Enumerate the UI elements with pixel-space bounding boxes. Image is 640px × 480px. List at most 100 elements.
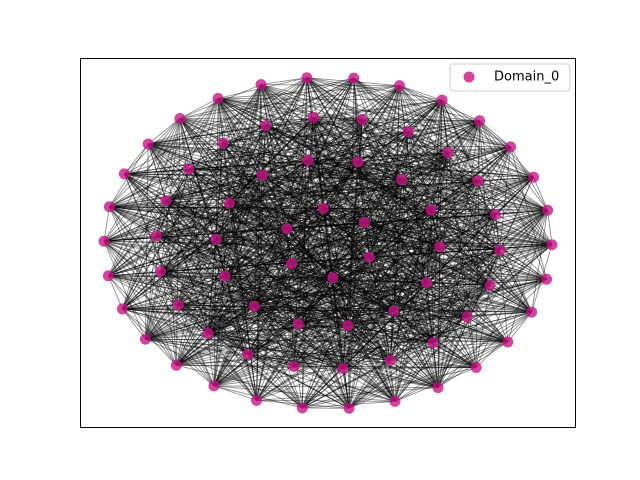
edge	[407, 99, 443, 132]
edge	[222, 99, 443, 144]
edge	[165, 152, 448, 202]
edge	[147, 143, 255, 307]
edge	[177, 304, 257, 401]
edge	[148, 143, 358, 163]
edge	[260, 84, 263, 176]
edge	[364, 120, 480, 223]
edge	[178, 304, 439, 389]
edge	[145, 152, 449, 340]
edge	[261, 85, 400, 176]
edge	[229, 202, 292, 264]
edge	[176, 341, 508, 366]
edge	[348, 342, 434, 409]
edge	[441, 100, 477, 368]
edge	[432, 214, 496, 343]
edge	[361, 119, 449, 154]
edge	[109, 206, 553, 246]
edge	[399, 85, 441, 247]
node	[242, 348, 254, 360]
edge	[124, 173, 299, 325]
edge	[178, 304, 295, 367]
edge	[207, 263, 292, 334]
edge	[390, 311, 532, 361]
edge	[301, 249, 501, 409]
edge	[307, 160, 468, 318]
node	[170, 359, 182, 371]
edge	[179, 118, 395, 312]
edge	[437, 311, 532, 388]
edge	[160, 271, 226, 277]
node	[358, 216, 370, 228]
edge	[229, 202, 391, 361]
node	[286, 258, 298, 270]
edge	[160, 271, 434, 344]
edge	[430, 209, 532, 313]
node	[281, 223, 293, 235]
edge	[286, 228, 349, 326]
edge	[364, 152, 449, 223]
edge	[407, 131, 491, 286]
edge	[179, 85, 400, 119]
edge	[363, 85, 400, 223]
edge	[229, 202, 553, 246]
edge	[145, 85, 400, 340]
edge	[213, 385, 438, 389]
edge	[265, 125, 349, 326]
edge	[342, 176, 534, 369]
edge	[348, 85, 400, 409]
edge	[533, 176, 548, 211]
edge	[437, 316, 468, 388]
node	[502, 336, 514, 348]
edge	[179, 118, 350, 409]
edge	[179, 118, 434, 344]
edge	[393, 246, 441, 312]
edge	[122, 125, 266, 310]
edge	[108, 275, 177, 366]
edge	[215, 146, 511, 240]
edge	[165, 200, 477, 368]
node	[212, 92, 224, 104]
edge	[368, 256, 477, 368]
edge	[229, 180, 478, 204]
edge	[307, 160, 324, 209]
edge	[393, 179, 403, 311]
edge	[176, 333, 209, 366]
edge	[222, 142, 391, 361]
edge	[178, 304, 532, 313]
edge	[122, 305, 255, 310]
edge	[437, 214, 496, 388]
edge	[430, 120, 481, 211]
edge	[247, 152, 449, 355]
edge	[217, 97, 478, 182]
edge	[426, 180, 479, 284]
edge	[208, 325, 349, 334]
edge	[103, 118, 181, 242]
edge	[432, 244, 553, 344]
edge	[307, 159, 478, 182]
node	[103, 201, 115, 213]
edge	[148, 117, 314, 145]
edge	[213, 368, 343, 387]
node	[470, 362, 482, 374]
edge	[332, 246, 441, 279]
edge	[466, 249, 501, 318]
edge	[357, 161, 439, 388]
edge	[301, 152, 449, 409]
edge	[160, 256, 370, 272]
edge	[122, 85, 400, 310]
edge	[430, 209, 553, 246]
edge	[332, 277, 532, 313]
edge	[347, 325, 350, 409]
edge	[306, 77, 432, 211]
edge	[165, 200, 349, 327]
edge	[188, 125, 266, 170]
edge	[332, 277, 396, 402]
edge	[156, 235, 394, 312]
edge	[228, 77, 308, 204]
edge	[160, 209, 548, 272]
edge	[148, 119, 363, 145]
edge	[393, 176, 534, 312]
edge	[148, 143, 324, 209]
edge	[160, 159, 309, 272]
edge	[207, 77, 355, 334]
